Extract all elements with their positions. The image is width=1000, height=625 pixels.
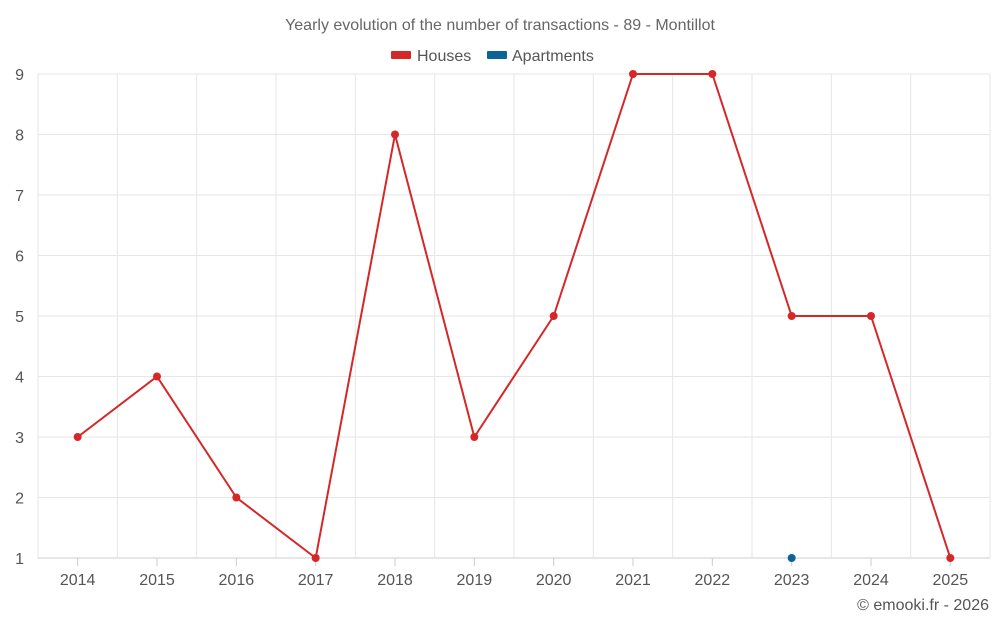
y-tick-label: 9 [15, 67, 24, 84]
x-tick-label: 2020 [536, 572, 572, 589]
x-tick-label: 2024 [853, 572, 889, 589]
x-tick-label: 2018 [377, 572, 413, 589]
series-line-houses [77, 73, 952, 559]
data-point-houses-2019[interactable] [470, 433, 479, 441]
legend-item-apartments[interactable]: Apartments [487, 48, 594, 65]
x-tick-label: 2015 [139, 572, 175, 589]
credit-text: © emooki.fr - 2026 [857, 597, 989, 614]
x-tick-label: 2021 [615, 572, 651, 589]
chart-title: Yearly evolution of the number of transa… [285, 17, 715, 34]
data-point-houses-2022[interactable] [708, 70, 717, 78]
data-point-houses-2015[interactable] [153, 372, 161, 381]
series [73, 70, 955, 562]
data-point-houses-2021[interactable] [629, 70, 637, 78]
data-point-houses-2020[interactable] [549, 312, 558, 320]
y-tick-label: 6 [15, 249, 24, 266]
legend-label-houses: Houses [417, 48, 471, 65]
x-tick-label: 2017 [298, 572, 334, 589]
x-axis-ticks: 2014 2015 2016 2017 2018 2019 2020 2021 2022 2023… [60, 558, 968, 589]
data-point-houses-2024[interactable] [867, 312, 875, 320]
data-point-houses-2023[interactable] [787, 312, 796, 320]
y-tick-label: 1 [15, 551, 24, 568]
y-tick-label: 2 [15, 491, 24, 508]
grid [37, 73, 991, 559]
data-point-houses-2014[interactable] [73, 433, 82, 441]
y-tick-label: 8 [15, 128, 24, 145]
x-tick-label: 2019 [457, 572, 493, 589]
legend-label-apartments: Apartments [512, 48, 594, 65]
legend: Houses Apartments [391, 48, 594, 65]
legend-swatch-apartments [487, 51, 507, 59]
data-point-houses-2025[interactable] [946, 554, 955, 562]
y-axis-ticks: 1 2 3 4 5 6 7 8 9 [15, 67, 24, 568]
x-tick-label: 2022 [695, 572, 731, 589]
x-tick-label: 2025 [933, 572, 969, 589]
y-tick-label: 3 [15, 430, 24, 447]
data-point-houses-2016[interactable] [232, 493, 241, 502]
x-tick-label: 2014 [60, 572, 96, 589]
x-tick-label: 2016 [219, 572, 255, 589]
data-point-apartments-2023[interactable] [787, 554, 796, 562]
y-tick-label: 5 [15, 309, 24, 326]
data-point-houses-2017[interactable] [311, 554, 320, 562]
data-point-houses-2018[interactable] [391, 130, 399, 139]
legend-swatch-houses [391, 51, 411, 59]
x-tick-label: 2023 [774, 572, 810, 589]
legend-item-houses[interactable]: Houses [391, 48, 471, 65]
y-tick-label: 4 [15, 370, 24, 387]
y-tick-label: 7 [15, 188, 24, 205]
